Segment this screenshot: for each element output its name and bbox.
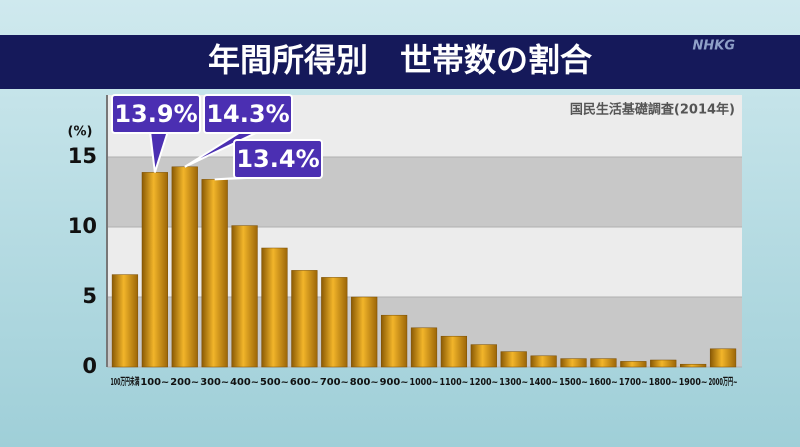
x-tick-label: 1800~ <box>649 377 678 388</box>
x-tick-label: 400~ <box>230 377 259 388</box>
bar <box>171 166 198 368</box>
x-tick-label: 600~ <box>290 377 319 388</box>
x-tick-label: 1500~ <box>559 377 588 388</box>
title-bar <box>0 35 800 89</box>
value-label: 13.4% <box>236 145 319 173</box>
bar <box>410 327 438 368</box>
bar <box>440 335 468 368</box>
bar <box>261 247 288 368</box>
x-tick-label: 800~ <box>350 377 379 388</box>
y-axis-label: (%) <box>68 125 93 140</box>
x-tick-label: 300~ <box>200 377 229 388</box>
x-tick-label: 500~ <box>260 377 289 388</box>
y-tick-label: 15 <box>68 144 97 168</box>
bar <box>560 358 587 368</box>
x-tick-label: 1300~ <box>499 377 528 388</box>
x-tick-label: 700~ <box>320 377 349 388</box>
value-label: 14.3% <box>206 100 289 128</box>
x-tick-label: 200~ <box>170 377 199 388</box>
x-tick-label: 1600~ <box>589 377 618 388</box>
bar <box>650 359 677 368</box>
chart-title: 年間所得別 世帯数の割合 <box>208 41 592 79</box>
x-tick-label: 1400~ <box>529 377 558 388</box>
x-tick-label: 1100~ <box>439 377 468 388</box>
x-tick-label: 1200~ <box>469 377 498 388</box>
bar <box>291 270 318 368</box>
bar <box>380 314 408 368</box>
x-tick-label: 1000~ <box>410 377 439 388</box>
bar <box>530 355 557 368</box>
value-label: 13.9% <box>114 100 197 128</box>
bar <box>470 344 497 368</box>
bar <box>201 179 228 368</box>
y-tick-label: 10 <box>68 214 97 238</box>
bar <box>321 277 348 368</box>
x-tick-label: 100万円未満 <box>111 375 140 388</box>
bar <box>500 351 527 368</box>
x-tick-label: 100~ <box>140 377 169 388</box>
y-tick-label: 5 <box>82 284 97 308</box>
bar <box>351 296 378 368</box>
bar <box>111 274 139 368</box>
bar <box>680 363 707 368</box>
source: 国民生活基礎調査(2014年) <box>570 102 735 118</box>
x-tick-label: 1700~ <box>619 377 648 388</box>
bar <box>709 348 737 368</box>
bar <box>620 361 647 368</box>
y-tick-label: 0 <box>82 354 97 378</box>
x-tick-label: 900~ <box>380 377 409 388</box>
x-tick-label: 1900~ <box>679 377 708 388</box>
bar <box>590 358 617 368</box>
bar <box>141 172 168 368</box>
x-tick-label: 2000万円~ <box>709 376 738 388</box>
bar <box>231 225 258 368</box>
callout-box <box>111 94 201 134</box>
logo: NHKG <box>692 39 735 54</box>
callout-box <box>233 139 323 179</box>
callout-box <box>203 94 293 134</box>
